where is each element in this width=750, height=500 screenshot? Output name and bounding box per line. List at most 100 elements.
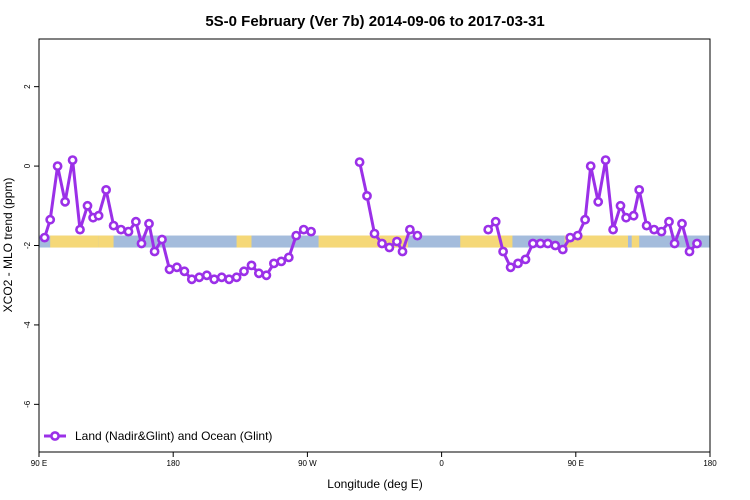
data-point (692, 238, 702, 249)
data-point (67, 155, 78, 165)
data-point (362, 190, 372, 201)
data-point (283, 252, 294, 263)
y-tick-label: -4 (23, 321, 32, 329)
data-point (75, 224, 85, 235)
x-axis: 90 E 180 90 W 0 90 E 180 (31, 452, 717, 468)
data-point (39, 232, 50, 243)
y-axis: 2 0 -2 -4 -6 (23, 84, 39, 408)
data-point (585, 161, 596, 171)
data-point (377, 238, 387, 249)
y-axis-label: XCO2 - MLO trend (ppm) (1, 178, 15, 313)
data-point (404, 224, 415, 235)
data-point (276, 256, 287, 267)
data-point (565, 232, 576, 243)
data-point (239, 266, 249, 277)
data-point (253, 268, 264, 279)
y-tick-label: 2 (23, 84, 32, 89)
data-point (600, 155, 611, 165)
land-band-segment (460, 235, 513, 248)
data-point (649, 224, 659, 235)
data-point (216, 272, 227, 283)
land-band-segment (98, 235, 114, 248)
data-point (550, 240, 561, 251)
x-axis-label: Longitude (deg E) (327, 477, 422, 491)
y-tick-label: 0 (23, 163, 32, 168)
data-point (171, 262, 182, 273)
y-tick-label: -2 (23, 241, 32, 249)
data-point (397, 246, 408, 257)
data-point (130, 216, 141, 227)
data-point (45, 214, 56, 225)
data-point (505, 262, 516, 273)
land-band-segment (50, 235, 99, 248)
data-point (628, 210, 639, 221)
chart-title: 5S-0 February (Ver 7b) 2014-09-06 to 201… (205, 13, 544, 30)
x-tick-label: 0 (439, 459, 444, 468)
data-point (179, 266, 190, 277)
data-point (261, 270, 272, 281)
data-point (641, 220, 652, 231)
data-point (268, 258, 279, 269)
data-point (164, 264, 175, 275)
data-point (157, 234, 167, 245)
data-point (298, 224, 309, 235)
data-point (201, 270, 212, 281)
data-point (354, 157, 365, 167)
x-tick-label: 90 E (568, 459, 584, 468)
data-point (490, 216, 501, 227)
data-point (384, 242, 395, 253)
y-tick-label: -6 (23, 400, 32, 408)
legend-label: Land (Nadir&Glint) and Ocean (Glint) (75, 429, 272, 443)
data-point (231, 272, 242, 283)
data-point (306, 226, 316, 237)
data-point (246, 260, 257, 271)
data-point (677, 218, 687, 229)
data-point (136, 238, 147, 249)
data-point (391, 236, 402, 247)
data-point (194, 272, 205, 283)
data-point (593, 196, 604, 207)
data-point (528, 238, 538, 249)
x-tick-label: 90 E (31, 459, 47, 468)
data-point (412, 230, 423, 241)
x-tick-label: 90 W (298, 459, 317, 468)
data-point (291, 230, 302, 241)
data-point (52, 161, 63, 171)
data-point (664, 216, 674, 227)
data-point (369, 228, 380, 239)
data-point (608, 224, 618, 235)
data-point (224, 274, 234, 285)
data-point (520, 254, 531, 265)
data-point (572, 230, 583, 241)
data-point (615, 200, 626, 211)
data-point (621, 212, 631, 223)
x-tick-label: 180 (703, 459, 717, 468)
legend: Land (Nadir&Glint) and Ocean (Glint) (44, 429, 272, 443)
data-point (542, 238, 553, 249)
data-point (116, 224, 126, 235)
land-band-segment (236, 235, 252, 248)
data-point (101, 184, 111, 195)
data-point (60, 196, 70, 207)
data-point (483, 224, 494, 235)
data-point (144, 218, 154, 229)
data-point (186, 274, 197, 285)
data-point (634, 184, 645, 195)
data-point (498, 246, 508, 257)
land-band-segment (631, 235, 640, 248)
x-tick-label: 180 (167, 459, 181, 468)
legend-marker (50, 431, 60, 441)
data-point (684, 246, 695, 257)
series-line (487, 158, 699, 269)
data-point (108, 220, 119, 231)
data-point (580, 214, 590, 225)
data-point (557, 244, 568, 255)
data-point (513, 258, 523, 269)
data-point (123, 226, 134, 237)
data-point (82, 200, 93, 211)
series-group (39, 155, 702, 285)
data-point (209, 274, 220, 285)
data-point (149, 246, 160, 257)
data-point (656, 226, 667, 237)
